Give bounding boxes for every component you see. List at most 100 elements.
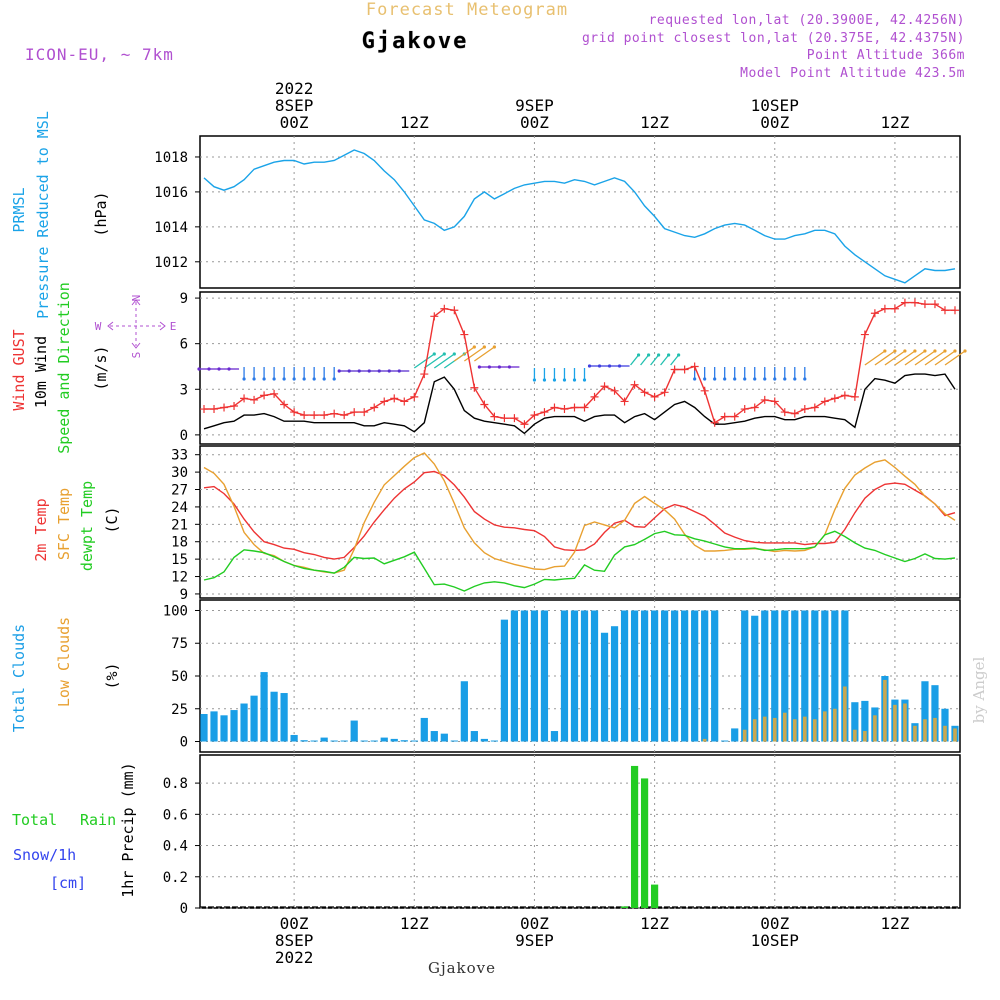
wind-arrow-head [367,369,371,373]
total-cloud-bar [440,733,448,742]
bottom-axis-label: 12Z [400,914,429,933]
total-cloud-bar [250,695,258,742]
total-cloud-bar [841,610,849,742]
wind-arrow-head [773,377,777,381]
total-label: Total [12,811,57,829]
wind-arrow [423,353,445,369]
precip-bar [650,884,659,908]
low-cloud-bar [893,704,897,742]
total-cloud-bar [430,731,438,742]
clouds-tick-label: 0 [180,735,188,751]
gust-point [920,300,929,309]
total-cloud-bar [751,615,759,742]
top-axis-label: 12Z [400,113,429,132]
total-cloud-bar [941,708,949,742]
gust-point [740,405,749,414]
wind-speed-dir-label: Speed and Direction [55,282,73,454]
total-cloud-bar [921,681,929,742]
wind-arrow-head [337,369,341,373]
bottom-axis-label: 00Z [280,914,309,933]
bottom-axis-label: 12Z [880,914,909,933]
gust-point [860,330,869,339]
gust-point [780,408,789,417]
low-cloud-bar [873,715,877,742]
low-cloud-bar [802,716,807,742]
compass-north: N [130,295,143,302]
wind-arrow [660,354,670,366]
total-cloud-bar [410,740,418,742]
credit-label: by Angel [970,656,988,723]
wind-arrow-head [507,365,512,369]
clouds-tick-label: 100 [163,603,188,619]
total-cloud-bar [540,610,549,742]
gust-point [660,388,669,397]
wind-arrow [884,350,906,366]
low-cloud-bar [792,719,797,742]
gust-point [580,403,589,412]
gust-point [840,391,849,400]
gust-point [930,300,939,309]
wind-10m-label: 10m Wind [32,336,50,408]
total-cloud-bar [450,740,458,742]
gust-point [340,411,349,420]
gust-point [650,392,659,401]
wind-arrow-head [487,365,491,369]
wind-arrow-head [693,377,697,381]
wind-arrow-head [387,369,391,373]
wind-arrow-head [733,377,737,381]
wind-arrow [413,353,435,369]
wind-arrow-head [332,377,336,381]
top-axis-label: 12Z [640,113,669,132]
gust-point [900,298,909,307]
wind-arrow-head [953,349,957,353]
wind-arrow [904,350,926,366]
wind-arrow-head [587,364,592,368]
bottom-axis-label: 2022 [275,948,314,967]
wind-arrow-head [963,349,967,353]
wind-arrow-head [713,377,717,381]
gust-point [630,380,639,389]
gust-point [280,400,289,409]
requested-coords: requested lon,lat (20.3900E, 42.4256N) [649,13,965,28]
wind-arrow-head [723,377,727,381]
gust-point [890,304,899,313]
wind-arrow [914,350,936,366]
wind-arrow-head [282,377,286,381]
total-cloud-bar [691,610,699,742]
prmsl-label: PRMSL [10,187,28,232]
snow-unit-label: [cm] [50,874,86,892]
total-cloud-bar [821,610,829,742]
total-cloud-bar [490,740,498,742]
wind-arrow-head [492,345,496,349]
low-cloud-bar [762,716,767,742]
total-cloud-bar [851,702,859,742]
total-cloud-bar [470,731,478,742]
wind-arrow-head [636,353,641,357]
gust-point [590,392,599,401]
gust-point [400,397,409,406]
gust-point [690,362,699,371]
gust-point [430,312,439,321]
point-altitude: Point Altitude 366m [807,48,965,63]
total-cloud-bar [861,700,869,742]
temp-tick-label: 24 [171,500,188,516]
gust-point [730,412,739,421]
wind-arrow-head [532,378,537,382]
wind-arrow-head [793,377,797,381]
pressure-hpa--line [203,149,956,284]
gust-point [540,408,549,417]
wind-arrow-head [312,377,316,381]
total-cloud-bar [310,740,318,742]
gust-point [480,400,489,409]
top-axis-label: 10SEP [751,96,799,115]
gust-point [550,403,559,412]
total-cloud-bar [711,610,719,742]
wind-arrow-head [562,378,567,382]
gust-point [610,386,619,395]
total-cloud-bar [600,632,609,742]
precip-unit-label: 1hr Precip (mm) [119,762,137,897]
temp-tick-label: 12 [171,570,188,586]
gust-point [360,408,369,417]
wind-arrow-head [242,377,246,381]
